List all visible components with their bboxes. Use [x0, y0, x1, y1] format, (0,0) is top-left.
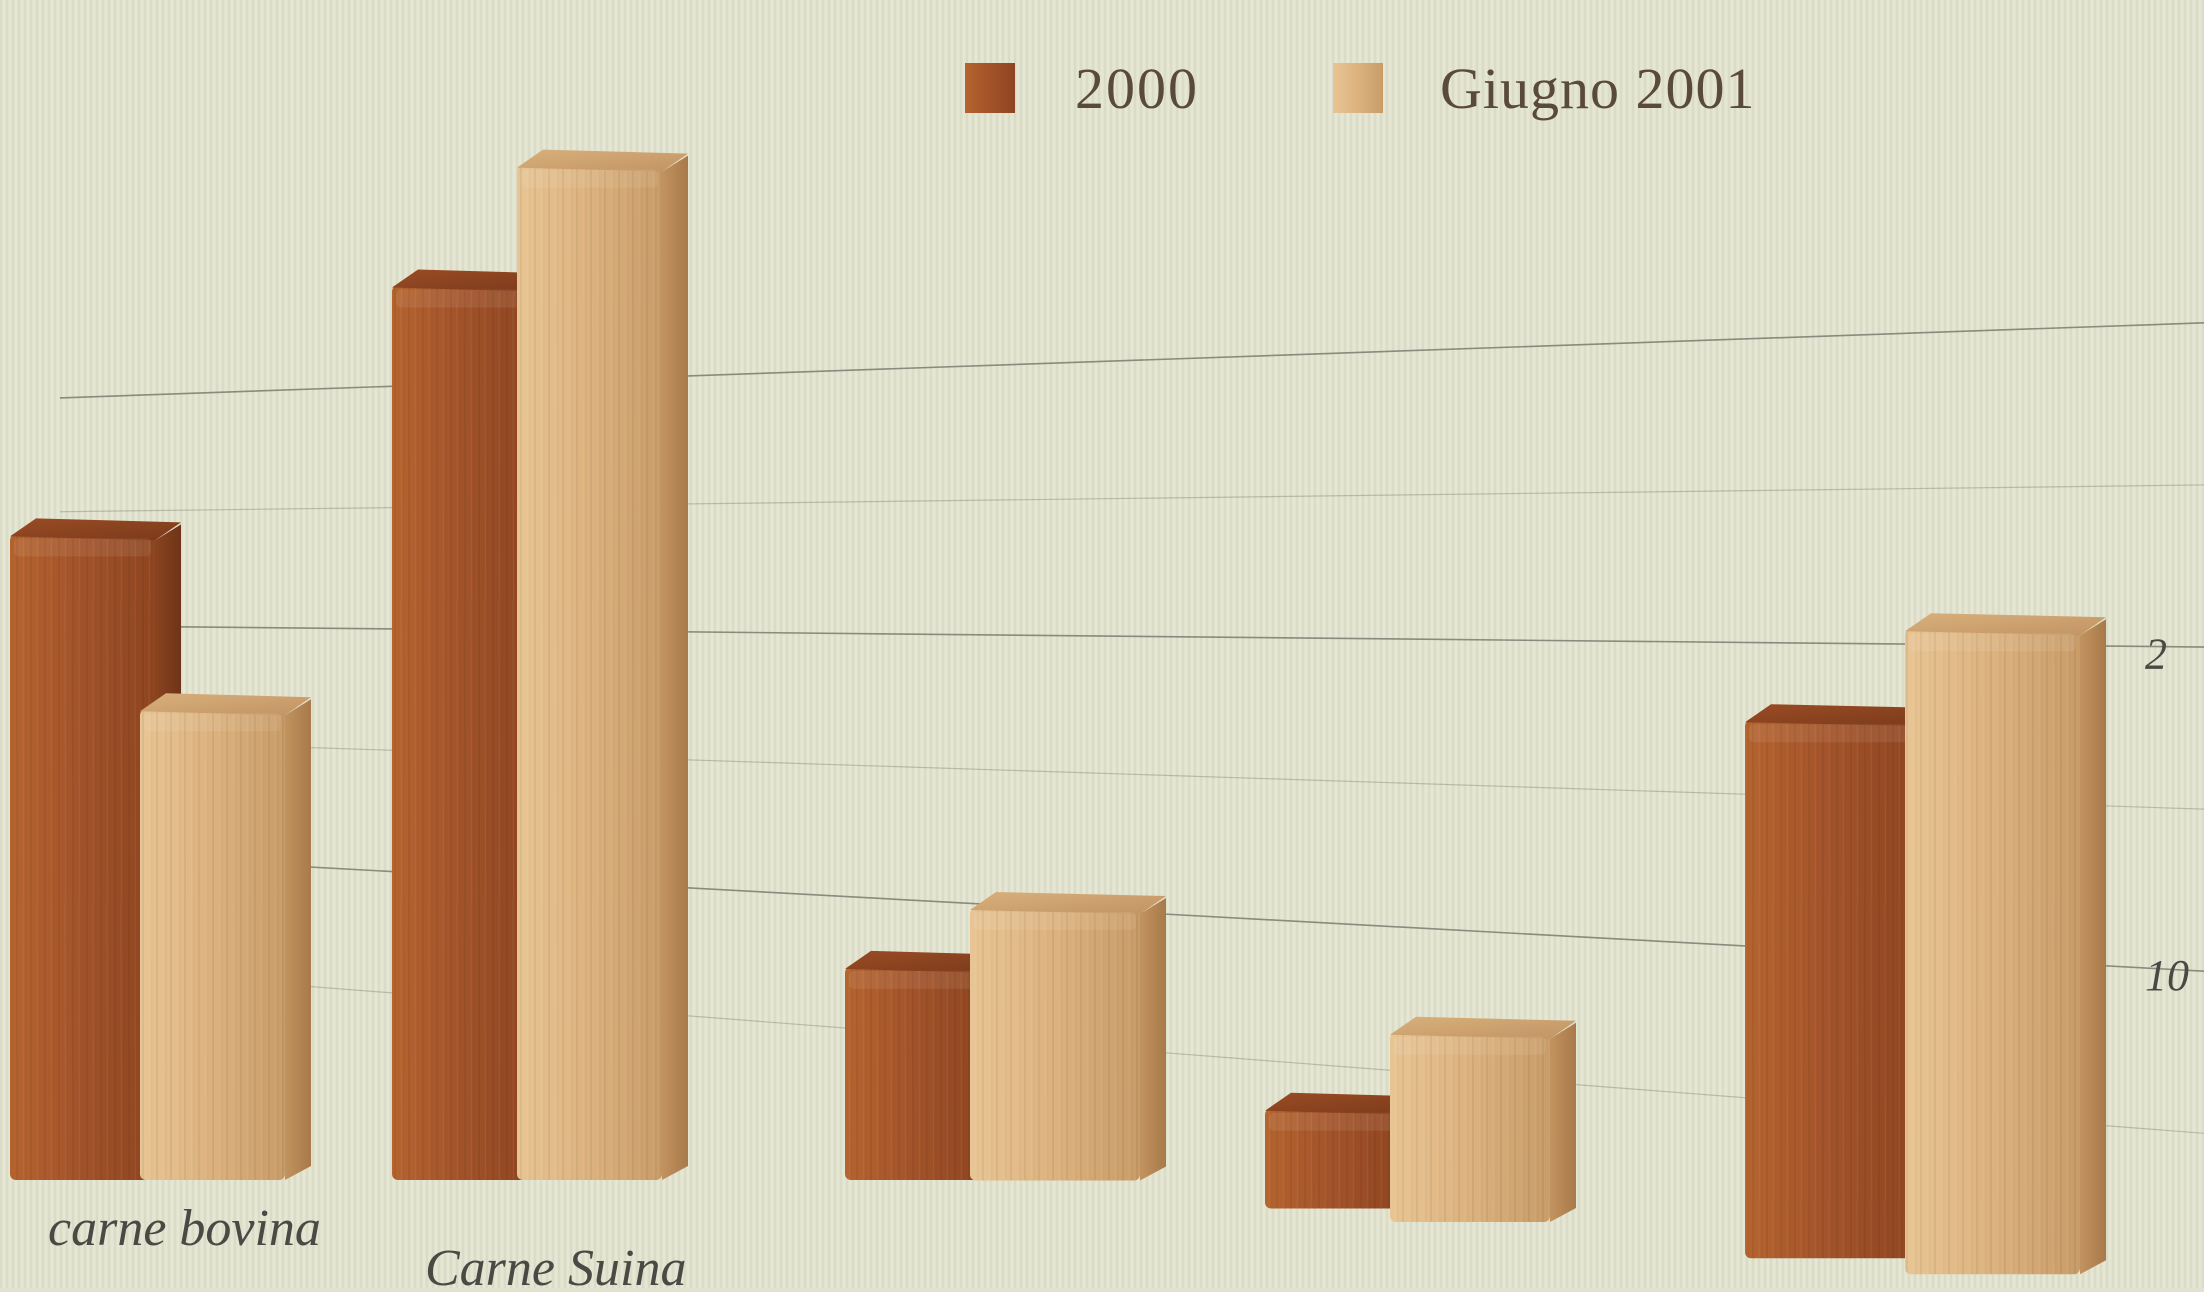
bar-cat1-2000 — [392, 269, 558, 1180]
x-label-0: carne bovina — [48, 1200, 321, 1257]
bars — [10, 149, 2106, 1275]
legend-swatch-giugno-2001 — [1333, 63, 1383, 113]
legend-label-giugno-2001: Giugno 2001 — [1440, 56, 1756, 121]
y-tick-label: 10 — [2145, 951, 2189, 1000]
x-label-1: Carne Suina — [425, 1240, 686, 1288]
y-tick-label: 2 — [2145, 629, 2167, 678]
x-axis-labels: carne bovina Carne Suina — [48, 1200, 686, 1292]
bar-cat3-giugno-2001 — [1390, 1016, 1576, 1222]
bar-cat4-giugno-2001 — [1905, 613, 2106, 1275]
bar-cat1-giugno-2001 — [517, 149, 688, 1181]
bar-cat2-giugno-2001 — [970, 892, 1166, 1181]
legend-label-2000: 2000 — [1075, 56, 1199, 121]
bar-cat0-giugno-2001 — [140, 693, 311, 1180]
y-axis-ticks: 10 2 — [2145, 629, 2189, 1000]
legend: 2000 Giugno 2001 — [965, 56, 1756, 121]
legend-swatch-2000 — [965, 63, 1015, 113]
